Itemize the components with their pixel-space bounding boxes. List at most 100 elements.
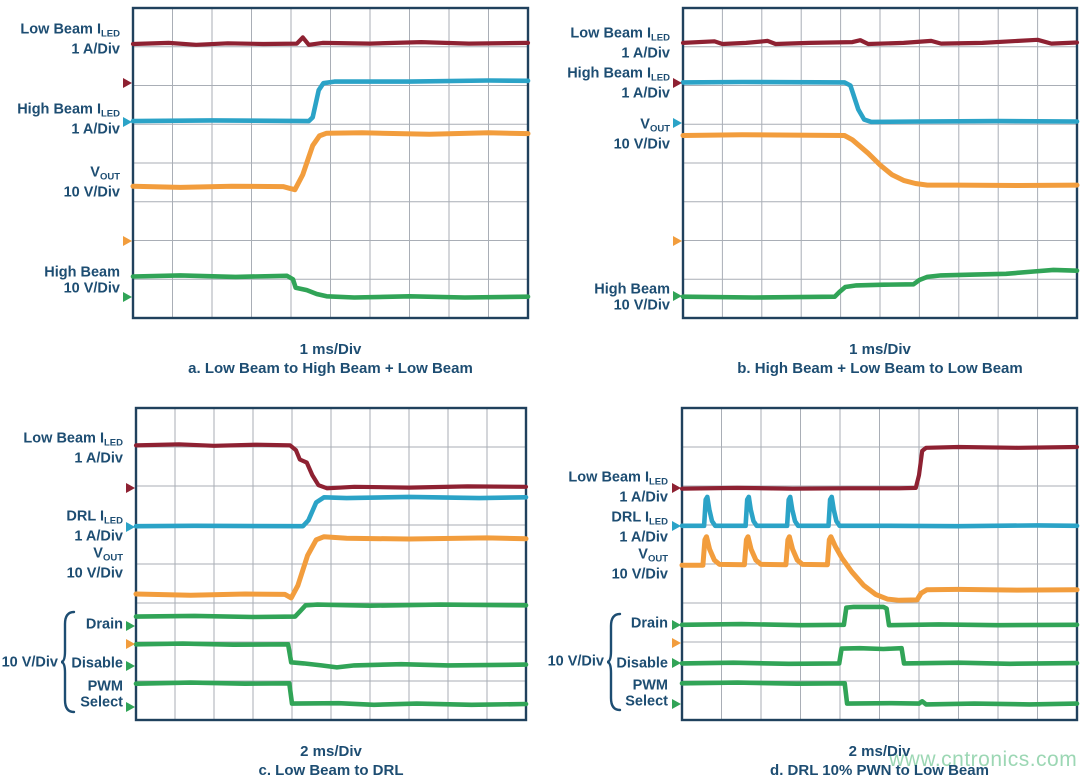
label-subscript: LED [649,476,668,488]
label-subscript: LED [101,28,120,40]
channel-label-line: Low Beam ILED [0,21,120,43]
label-text: 1 A/Div [71,41,120,57]
trace-pwm-select [133,680,529,708]
channel-label-line: 10 V/Div [0,184,120,201]
trace-drl-iled [679,494,1080,529]
high-beam-trigger-arrow-icon [673,290,682,301]
channel-label-line: Low Beam ILED [430,25,670,47]
channel-label-line: 10 V/Div [430,136,670,153]
trace-high-beam-iled [680,79,1080,125]
label-text: 1 A/Div [621,45,670,61]
scope-plot-d [679,406,1080,722]
channel-label-line: 1 A/Div [0,450,123,467]
drain-trigger-arrow-icon [672,619,681,630]
high-beam-iled-trigger-arrow-icon [673,117,682,128]
trace-high-beam-iled [130,78,531,124]
channel-label-vout: VOUT 10 V/Div [430,117,670,153]
label-text: 1 A/Div [619,489,668,505]
label-subscript: OUT [102,552,123,564]
channel-label-drain: Drain [0,617,123,633]
label-text: PWM [632,677,668,694]
pwm-select-trigger-arrow-icon [672,699,681,709]
plot-border [681,6,1079,320]
label-subscript: LED [649,516,668,528]
channel-label-line: 10 V/Div [430,297,670,314]
trace-vout [130,130,531,193]
channel-label-line: Low Beam ILED [428,469,668,491]
trace-vout [680,132,1080,188]
plot-border [131,6,530,320]
label-text: V [638,546,648,563]
label-text: DRL I [66,508,104,525]
channel-label-line: Drain [428,616,668,632]
label-text: 1 A/Div [71,121,120,137]
label-subscript: LED [101,108,120,120]
channel-label-line: 10 V/Div [428,566,668,583]
high-beam-trigger-arrow-icon [123,292,132,303]
label-text: Low Beam I [570,25,651,42]
channel-label-line: Disable [428,656,668,672]
panel-title-caption-d: d. DRL 10% PWN to Low Beam [770,762,989,779]
channel-label-high-beam-iled: High Beam ILED 1 A/Div [430,66,670,102]
vout-trigger-arrow-icon [673,235,682,246]
label-text: Select [80,694,123,710]
channel-label-line: Disable [0,656,123,672]
channel-label-line: Drain [0,617,123,633]
disable-trigger-arrow-icon [126,661,135,672]
trace-low-beam-iled [680,37,1080,47]
trace-drain [679,604,1080,628]
channel-label-line: DRL ILED [428,510,668,531]
channel-label-pwm-select: PWM Select [0,678,123,711]
trace-drl-iled [133,494,529,529]
trace-vout [133,534,529,601]
panel-title-caption-a: a. Low Beam to High Beam + Low Beam [188,360,473,377]
timebase-caption-b: 1 ms/Div [849,341,911,358]
channel-label-line: VOUT [428,546,668,568]
timebase-caption-d: 2 ms/Div [848,743,911,760]
trace-low-beam-iled [679,444,1080,491]
low-beam-iled-trigger-arrow-icon [672,482,681,493]
channel-label-line: PWM [0,678,123,696]
label-subscript: LED [651,32,670,44]
channel-label-line: PWM [428,677,668,695]
channel-label-low-beam-iled: Low Beam ILED 1 A/Div [430,25,670,62]
vout-trigger-arrow-icon [126,638,135,649]
drl-iled-trigger-arrow-icon [126,521,135,532]
timebase-caption-c: 2 ms/Div [300,743,362,760]
channel-label-line: 1 A/Div [430,85,670,102]
channel-label-drl-iled: DRL ILED 1 A/Div [0,508,123,545]
trace-high-beam [130,273,531,300]
channel-label-line: High Beam [0,265,120,282]
label-text: Drain [85,616,123,633]
label-text: V [93,545,103,562]
low-beam-iled-trigger-arrow-icon [673,78,682,89]
label-text: PWM [87,678,123,695]
channel-label-line: VOUT [430,117,670,138]
label-text: 1 A/Div [619,529,668,545]
channel-label-line: 1 A/Div [0,528,123,545]
channel-label-line: Low Beam ILED [0,430,123,452]
channel-label-line: 1 A/Div [428,529,668,546]
channel-label-line: High Beam ILED [0,102,120,123]
low-beam-iled-trigger-arrow-icon [123,78,132,89]
channel-label-line: VOUT [0,165,120,186]
label-text: Low Beam I [23,430,104,447]
bracket-group-label: 10 V/Div [1,654,58,671]
label-text: Low Beam I [568,469,649,486]
scope-plot-a [130,6,531,320]
label-text: Disable [616,655,668,672]
trace-drain [133,602,529,620]
label-text: 10 V/Div [63,184,120,200]
channel-label-line: High Beam ILED [430,66,670,87]
channel-label-drain: Drain [428,616,668,632]
label-text: Low Beam I [20,21,101,38]
channel-label-low-beam-iled: Low Beam ILED 1 A/Div [428,469,668,506]
channel-label-low-beam-iled: Low Beam ILED 1 A/Div [0,21,120,58]
label-subscript: OUT [99,171,120,183]
label-subscript: OUT [647,553,668,565]
channel-label-line: 10 V/Div [0,565,123,582]
panel-title-caption-b: b. High Beam + Low Beam to Low Beam [737,360,1023,377]
label-text: Disable [71,655,123,672]
label-text: High Beam [594,281,670,298]
